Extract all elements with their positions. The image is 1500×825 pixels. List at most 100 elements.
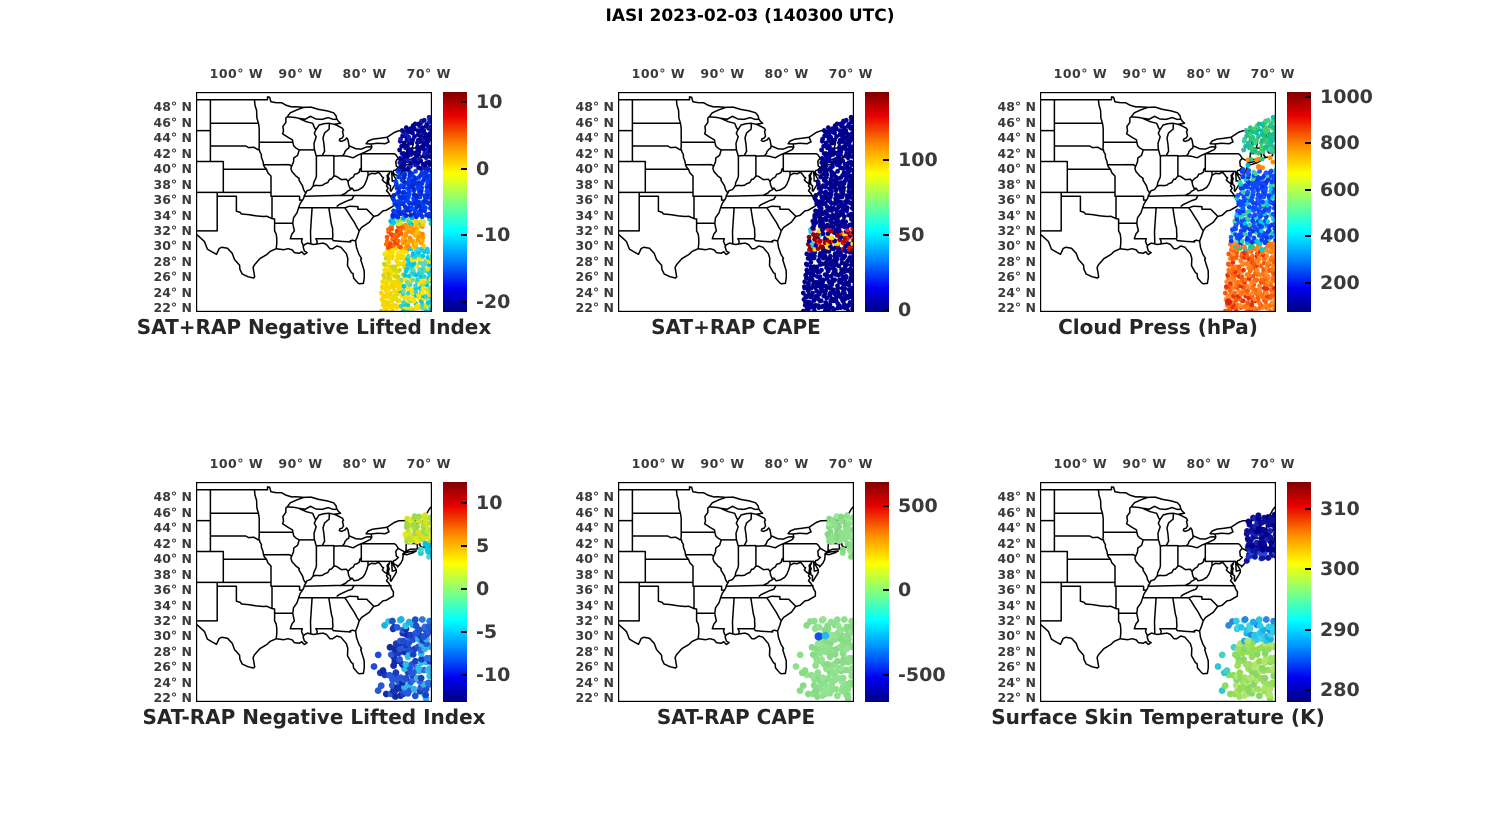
lon-tick-label: 80° W bbox=[1186, 456, 1231, 471]
lat-tick-label: 22° N bbox=[153, 690, 192, 706]
colorbar-tick-label: 5 bbox=[476, 534, 490, 557]
lat-tick-label: 36° N bbox=[997, 192, 1036, 208]
colorbar-tick-label: 50 bbox=[898, 224, 925, 247]
colorbar-tick-label: 310 bbox=[1320, 498, 1360, 521]
lat-tick-label: 46° N bbox=[997, 504, 1036, 520]
lat-tick-label: 30° N bbox=[153, 628, 192, 644]
panel-title-satplusrap-cape: SAT+RAP CAPE bbox=[651, 315, 821, 339]
lat-tick-label: 44° N bbox=[575, 130, 614, 146]
map-plot bbox=[1040, 482, 1276, 702]
lat-tick-label: 40° N bbox=[997, 161, 1036, 177]
lat-tick-label: 34° N bbox=[153, 597, 192, 613]
lat-tick-label: 48° N bbox=[997, 489, 1036, 505]
data-swath-points bbox=[1214, 511, 1276, 702]
lat-tick-label: 42° N bbox=[575, 535, 614, 551]
lat-tick-label: 24° N bbox=[575, 284, 614, 300]
lon-tick-label: 80° W bbox=[764, 66, 809, 81]
lat-tick-label: 34° N bbox=[575, 597, 614, 613]
lat-tick-label: 38° N bbox=[997, 566, 1036, 582]
colorbar-tick-label: 0 bbox=[898, 579, 912, 602]
lat-tick-label: 26° N bbox=[997, 269, 1036, 285]
lat-tick-label: 24° N bbox=[153, 674, 192, 690]
lat-tick-label: 24° N bbox=[575, 674, 614, 690]
lat-tick-label: 30° N bbox=[997, 628, 1036, 644]
lat-tick-label: 38° N bbox=[575, 566, 614, 582]
lat-tick-label: 36° N bbox=[153, 582, 192, 598]
lat-tick-label: 36° N bbox=[997, 582, 1036, 598]
colorbar-satminusrap-nli bbox=[443, 482, 467, 702]
lat-tick-label: 48° N bbox=[575, 489, 614, 505]
colorbar-tickmark bbox=[1305, 95, 1311, 98]
colorbar-tick-label: -5 bbox=[476, 620, 498, 643]
lat-tick-label: 24° N bbox=[997, 674, 1036, 690]
colorbar-tickmark bbox=[883, 673, 889, 676]
colorbar-tick-label: 200 bbox=[1320, 271, 1360, 294]
panel-title-satminusrap-cape: SAT-RAP CAPE bbox=[656, 705, 816, 729]
lat-tick-label: 38° N bbox=[153, 176, 192, 192]
lon-tick-label: 100° W bbox=[209, 66, 264, 81]
colorbar-tickmark bbox=[461, 101, 467, 103]
panel-title-surface-skin-temp: Surface Skin Temperature (K) bbox=[991, 705, 1325, 729]
lat-tick-label: 44° N bbox=[575, 520, 614, 536]
lat-tick-label: 22° N bbox=[575, 300, 614, 316]
lat-tick-label: 26° N bbox=[153, 269, 192, 285]
colorbar-tick-label: 600 bbox=[1320, 178, 1360, 201]
lat-tick-label: 28° N bbox=[575, 643, 614, 659]
lat-tick-label: 22° N bbox=[575, 690, 614, 706]
colorbar-tick-label: 280 bbox=[1320, 678, 1360, 701]
lat-tick-label: 42° N bbox=[575, 145, 614, 161]
lat-tick-label: 40° N bbox=[575, 161, 614, 177]
lon-tick-label: 80° W bbox=[764, 456, 809, 471]
lat-tick-label: 34° N bbox=[153, 207, 192, 223]
colorbar-tickmark bbox=[1305, 508, 1311, 511]
panel-title-cloud-press: Cloud Press (hPa) bbox=[1058, 315, 1258, 339]
lat-tick-label: 32° N bbox=[997, 222, 1036, 238]
colorbar-tickmark bbox=[1305, 628, 1311, 631]
lat-tick-label: 42° N bbox=[153, 535, 192, 551]
colorbar-tick-label: -500 bbox=[898, 663, 946, 686]
data-swath-points bbox=[378, 114, 432, 312]
lon-tick-label: 70° W bbox=[828, 456, 873, 471]
panel-title-satplusrap-nli: SAT+RAP Negative Lifted Index bbox=[136, 315, 492, 339]
colorbar-tick-label: 500 bbox=[898, 494, 938, 517]
lat-tick-label: 26° N bbox=[997, 659, 1036, 675]
lat-tick-label: 36° N bbox=[153, 192, 192, 208]
lat-tick-label: 34° N bbox=[997, 207, 1036, 223]
lon-tick-label: 70° W bbox=[406, 456, 451, 471]
lat-tick-label: 30° N bbox=[997, 238, 1036, 254]
lon-tick-label: 90° W bbox=[1122, 456, 1167, 471]
lat-tick-label: 40° N bbox=[153, 551, 192, 567]
colorbar-tickmark bbox=[461, 630, 467, 633]
colorbar-satplusrap-nli bbox=[443, 92, 467, 312]
colorbar-tick-label: 10 bbox=[476, 91, 503, 113]
colorbar-tickmark bbox=[883, 589, 889, 592]
colorbar-tick-label: 300 bbox=[1320, 558, 1360, 581]
colorbar-tickmark bbox=[461, 234, 467, 237]
lat-tick-label: 28° N bbox=[153, 253, 192, 269]
figure-title: IASI 2023-02-03 (140300 UTC) bbox=[605, 6, 895, 26]
panel-satminusrap-cape: 100° W 90° W 80° W 70° W 48° N 46° N 44° N 42° … bbox=[570, 450, 980, 762]
data-swath-points bbox=[1222, 114, 1276, 312]
lat-tick-label: 30° N bbox=[153, 238, 192, 254]
lat-tick-label: 46° N bbox=[153, 504, 192, 520]
colorbar-tickmark bbox=[461, 167, 467, 170]
lat-tick-label: 48° N bbox=[575, 99, 614, 115]
lon-tick-label: 70° W bbox=[406, 66, 451, 81]
lat-tick-label: 38° N bbox=[153, 566, 192, 582]
lat-tick-label: 22° N bbox=[153, 300, 192, 316]
colorbar-cloud-press bbox=[1287, 92, 1311, 312]
colorbar-tickmark bbox=[883, 504, 889, 507]
lon-tick-label: 70° W bbox=[1250, 66, 1295, 81]
colorbar-tick-label: 400 bbox=[1320, 225, 1360, 248]
map-plot bbox=[196, 92, 432, 312]
lon-tick-label: 90° W bbox=[278, 456, 323, 471]
lat-tick-label: 46° N bbox=[997, 114, 1036, 130]
lat-tick-label: 30° N bbox=[575, 238, 614, 254]
panel-satplusrap-nli: 100° W 90° W 80° W 70° W 48° N 46° N 44° N 42° … bbox=[137, 60, 558, 372]
lat-tick-label: 44° N bbox=[153, 520, 192, 536]
lat-tick-label: 40° N bbox=[997, 551, 1036, 567]
lat-tick-label: 36° N bbox=[575, 192, 614, 208]
colorbar-tick-label: -20 bbox=[476, 291, 511, 313]
lon-tick-label: 90° W bbox=[1122, 66, 1167, 81]
lat-tick-label: 24° N bbox=[997, 284, 1036, 300]
